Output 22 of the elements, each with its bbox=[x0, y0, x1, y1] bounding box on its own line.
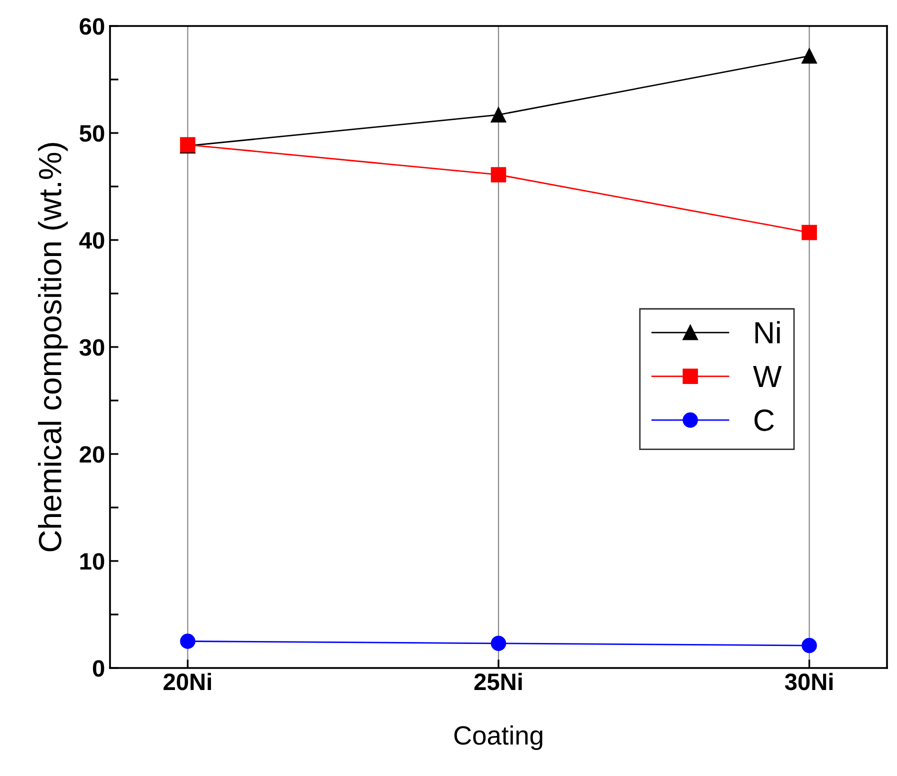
x-tick-label: 20Ni bbox=[164, 672, 211, 690]
legend-label: Ni bbox=[755, 321, 780, 344]
legend-label: W bbox=[753, 366, 782, 387]
y-tick-label: 40 bbox=[79, 232, 104, 249]
point bbox=[490, 107, 506, 122]
y-tick-label: 50 bbox=[80, 125, 104, 142]
y-tick-label: 0 bbox=[92, 660, 104, 677]
x-tick-label: 25Ni bbox=[474, 672, 522, 690]
y-tick-label: 20 bbox=[80, 446, 104, 463]
point bbox=[802, 224, 817, 240]
point bbox=[490, 167, 506, 182]
y-tick-label: 10 bbox=[80, 553, 104, 570]
y-tick-label: 30 bbox=[79, 339, 104, 356]
x-axis-title: Coating bbox=[454, 725, 542, 750]
point bbox=[180, 634, 196, 649]
x-tick-label: 30Ni bbox=[784, 672, 833, 690]
y-tick-label: 60 bbox=[80, 18, 104, 35]
point bbox=[490, 636, 506, 652]
point bbox=[802, 638, 817, 654]
legend-label: C bbox=[754, 409, 774, 432]
y-axis-title: Chemical composition (wt.%) bbox=[38, 143, 68, 552]
point bbox=[802, 48, 817, 64]
